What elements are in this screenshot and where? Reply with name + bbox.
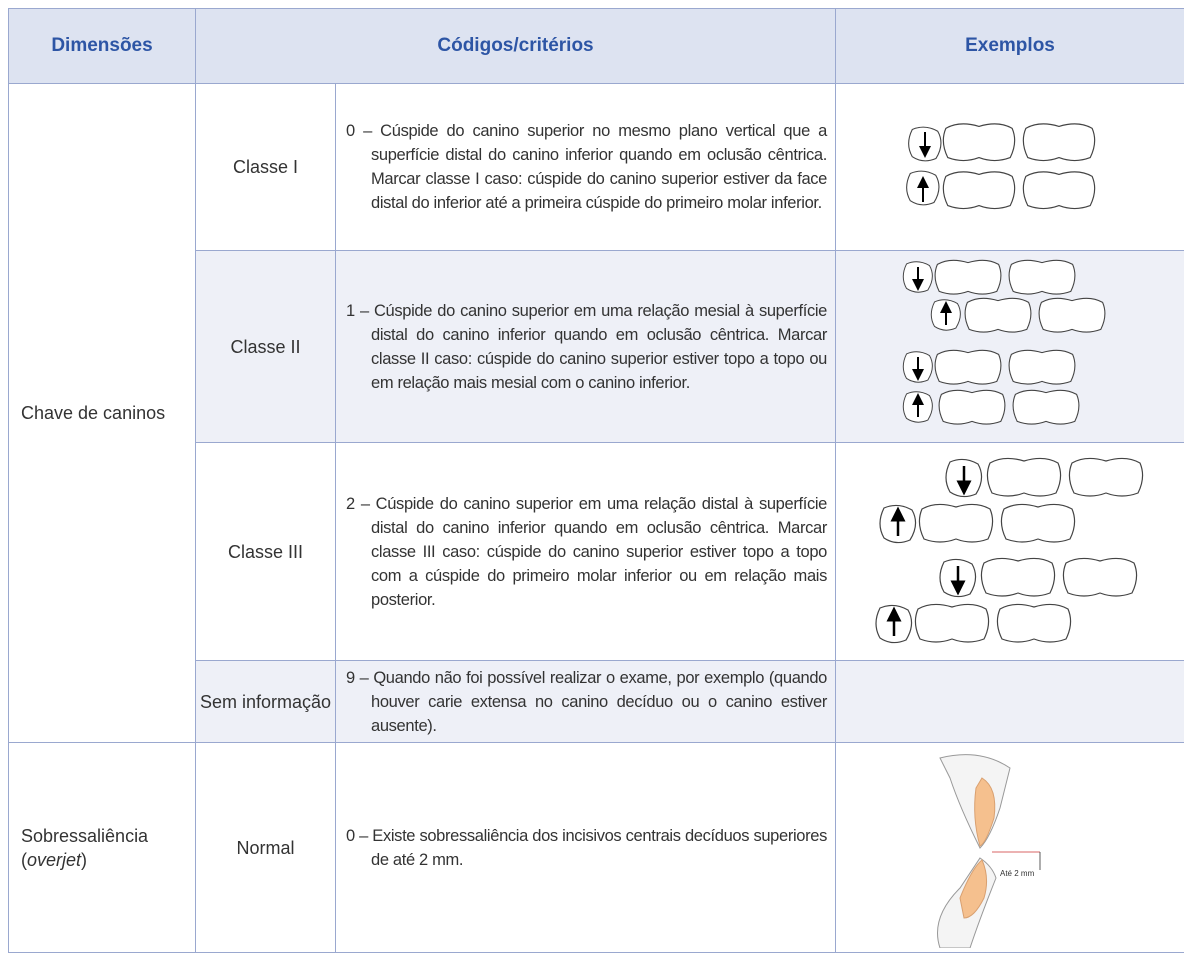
criterion: 1 – Cúspide do canino superior em uma re… <box>336 299 835 395</box>
incisor-diagram: Até 2 mm <box>920 748 1100 948</box>
teeth-diagram <box>895 112 1125 222</box>
class: Classe II <box>196 251 336 443</box>
criterion-cell: 0 – Existe sobressaliência dos incisivos… <box>336 743 836 953</box>
criteria-table: Dimensões Códigos/critérios Exemplos Cha… <box>8 8 1184 953</box>
criterion: 0 – Cúspide do canino superior no mesmo … <box>336 119 835 215</box>
class: Sem informação <box>196 661 336 743</box>
row: Sobressaliência (overjet) Normal 0 – Exi… <box>9 743 1184 953</box>
header-row: Dimensões Códigos/critérios Exemplos <box>9 9 1184 84</box>
criterion-cell: 9 – Quando não foi possível realizar o e… <box>336 661 836 743</box>
header-dimensions: Dimensões <box>9 9 196 84</box>
teeth-diagram <box>860 452 1160 652</box>
teeth-diagram <box>890 257 1130 437</box>
example <box>836 443 1184 661</box>
class: Normal <box>196 743 336 953</box>
example: Até 2 mm <box>836 743 1184 953</box>
dimension-italic: overjet <box>27 850 81 870</box>
example <box>836 251 1184 443</box>
criterion-cell: 0 – Cúspide do canino superior no mesmo … <box>336 84 836 251</box>
dimension-text: ) <box>81 850 87 870</box>
header-examples: Exemplos <box>836 9 1184 84</box>
example-label: Até 2 mm <box>1000 869 1035 878</box>
dimension: Chave de caninos <box>9 84 196 743</box>
class: Classe I <box>196 84 336 251</box>
criterion: 9 – Quando não foi possível realizar o e… <box>336 666 835 738</box>
example <box>836 84 1184 251</box>
criterion: 0 – Existe sobressaliência dos incisivos… <box>336 824 835 872</box>
criterion-cell: 1 – Cúspide do canino superior em uma re… <box>336 251 836 443</box>
criterion: 2 – Cúspide do canino superior em uma re… <box>336 492 835 612</box>
criterion-cell: 2 – Cúspide do canino superior em uma re… <box>336 443 836 661</box>
row: Chave de caninos Classe I 0 – Cúspide do… <box>9 84 1184 251</box>
class: Classe III <box>196 443 336 661</box>
dimension: Sobressaliência (overjet) <box>9 743 196 953</box>
example <box>836 661 1184 743</box>
header-criteria: Códigos/critérios <box>196 9 836 84</box>
